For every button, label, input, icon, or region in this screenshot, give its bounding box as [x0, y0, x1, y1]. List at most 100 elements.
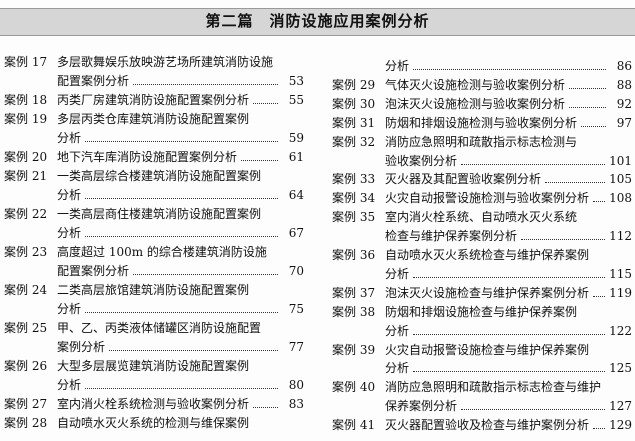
entry-label: 案例 26	[4, 359, 48, 373]
dot-leader	[133, 84, 278, 85]
entry-text: 丙类厂房建筑消防设施配置案例分析	[57, 93, 250, 107]
page-number: 119	[609, 285, 632, 300]
entry-label: 案例 20	[4, 150, 48, 164]
entry-row: 分析 67	[57, 224, 304, 242]
entry-text: 一类高层综合楼建筑消防设施配置案例	[57, 169, 262, 183]
entry-row: 灭火器及其配置验收案例分析 105	[385, 170, 632, 188]
dot-leader	[569, 106, 606, 108]
entry-label: 案例 24	[4, 283, 48, 297]
entry-text: 火灾自动报警设施检测与验收案例分析	[385, 191, 590, 206]
page-number: 129	[609, 418, 632, 433]
entry-row: 配置案例分析 53	[57, 72, 304, 90]
dot-leader	[461, 409, 606, 411]
page-number: 101	[609, 153, 632, 168]
page-number: 70	[288, 264, 304, 278]
entry-row: 分析 115	[385, 265, 632, 283]
entry-row: 分析 80	[57, 376, 304, 394]
page-number: 115	[609, 266, 632, 281]
entry-label: 案例 21	[4, 169, 48, 183]
dot-leader	[85, 141, 278, 142]
entry-text: 检查与维护保养案例分析	[385, 229, 518, 244]
entry-row: 分析 75	[57, 300, 304, 318]
entry-row: 甲、乙、丙类液体储罐区消防设施配置	[57, 319, 304, 337]
page-number: 77	[288, 340, 304, 354]
entry-text: 室内消火栓系统检测与验收案例分析	[57, 397, 250, 411]
entry-row: 丙类厂房建筑消防设施配置案例分析 55	[57, 91, 304, 109]
entry-row: 高度超过 100m 的综合楼建筑消防设施	[57, 243, 304, 261]
entry-label: 案例 34	[332, 191, 376, 206]
entry-text: 分析	[57, 188, 82, 202]
page-number: 88	[616, 77, 632, 92]
page-number: 55	[288, 93, 304, 107]
entry-text: 多层歌舞娱乐放映游艺场所建筑消防设施	[57, 55, 274, 69]
entry-text: 防烟和排烟设施检查与维护保养案例	[385, 304, 578, 319]
page-number: 86	[616, 59, 632, 73]
page-number: 59	[288, 131, 304, 145]
entry-row: 分析 125	[385, 359, 632, 377]
entry-row: 分析 122	[385, 322, 632, 340]
entry-text: 消防应急照明和疏散指示标志检查与维护	[385, 380, 602, 395]
entry-row: 配置案例分析 70	[57, 262, 304, 280]
entry-text: 分析	[385, 266, 410, 281]
entry-row: 检查与维护保养案例分析 112	[385, 227, 632, 245]
entry-text: 甲、乙、丙类液体储罐区消防设施配置	[57, 321, 262, 335]
entry-label: 案例 41	[332, 418, 376, 433]
entry-row: 消防应急照明和疏散指示标志检测与	[385, 133, 632, 151]
page-number: 67	[288, 226, 304, 240]
entry-text: 泡沫灭火设施检查与维护保养案例分析	[385, 285, 590, 300]
entry-text: 自动喷水灭火系统的检测与维保案例	[57, 416, 250, 430]
dot-leader	[85, 236, 278, 237]
entry-row: 泡沫灭火设施检测与验收案例分析 92	[385, 95, 632, 113]
entry-text: 泡沫灭火设施检测与验收案例分析	[385, 96, 566, 111]
entry-label: 案例 33	[332, 172, 376, 187]
page-number: 105	[609, 172, 632, 187]
dot-leader	[521, 239, 606, 241]
entry-text: 室内消火栓系统、自动喷水灭火系统	[385, 210, 578, 225]
dot-leader	[413, 69, 606, 70]
entry-label: 案例 29	[332, 77, 376, 92]
dot-leader	[413, 333, 606, 335]
entry-label: 案例 28	[4, 416, 48, 430]
entry-row: 室内消火栓系统检测与验收案例分析 83	[57, 395, 304, 413]
entry-text: 火灾自动报警设施检查与维护保养案例	[385, 342, 590, 357]
page-number: 75	[288, 302, 304, 316]
dot-leader	[109, 350, 278, 351]
entry-row: 泡沫灭火设施检查与维护保养案例分析 119	[385, 284, 632, 302]
page-number: 122	[609, 323, 632, 338]
entry-row: 防烟和排烟设施检查与维护保养案例	[385, 303, 632, 321]
entry-text: 灭火器配置验收及检查与维护案例分析	[385, 418, 590, 433]
entry-row: 地下汽车库消防设施配置案例分析 61	[57, 148, 304, 166]
entry-row: 验收案例分析 101	[385, 152, 632, 170]
page-number: 97	[616, 115, 632, 130]
entry-row: 消防应急照明和疏散指示标志检查与维护	[385, 378, 632, 396]
entry-text: 分析	[57, 378, 82, 392]
entry-label: 案例 38	[332, 304, 376, 319]
entry-row: 分析 64	[57, 186, 304, 204]
entry-text: 地下汽车库消防设施配置案例分析	[57, 150, 238, 164]
entry-text: 一类高层商住楼建筑消防设施配置案例	[57, 207, 262, 221]
page-number: 127	[609, 399, 632, 414]
entry-row: 案例分析 77	[57, 338, 304, 356]
dot-leader	[593, 201, 606, 203]
entry-row: 多层丙类仓库建筑消防设施配置案例	[57, 110, 304, 128]
entry-text: 灭火器及其配置验收案例分析	[385, 172, 542, 187]
entry-row: 二类高层旅馆建筑消防设施配置案例	[57, 281, 304, 299]
entry-label: 案例 37	[332, 285, 376, 300]
entry-text: 防烟和排烟设施检测与验收案例分析	[385, 115, 578, 130]
entry-text: 分析	[57, 226, 82, 240]
entry-text: 分析	[57, 302, 82, 316]
entry-row: 气体灭火设施检测与验收案例分析 88	[385, 76, 632, 94]
dot-leader	[413, 371, 606, 373]
entry-label: 案例 19	[4, 112, 48, 126]
page-number: 112	[609, 229, 632, 244]
entry-label: 案例 18	[4, 93, 48, 107]
page-number: 125	[609, 361, 632, 376]
entry-row: 一类高层综合楼建筑消防设施配置案例	[57, 167, 304, 185]
entry-label: 案例 22	[4, 207, 48, 221]
dot-leader	[253, 103, 278, 104]
page-number: 80	[288, 378, 304, 392]
entry-text: 消防应急照明和疏散指示标志检测与	[385, 134, 578, 149]
dot-leader	[461, 163, 606, 165]
entry-text: 多层丙类仓库建筑消防设施配置案例	[57, 112, 250, 126]
